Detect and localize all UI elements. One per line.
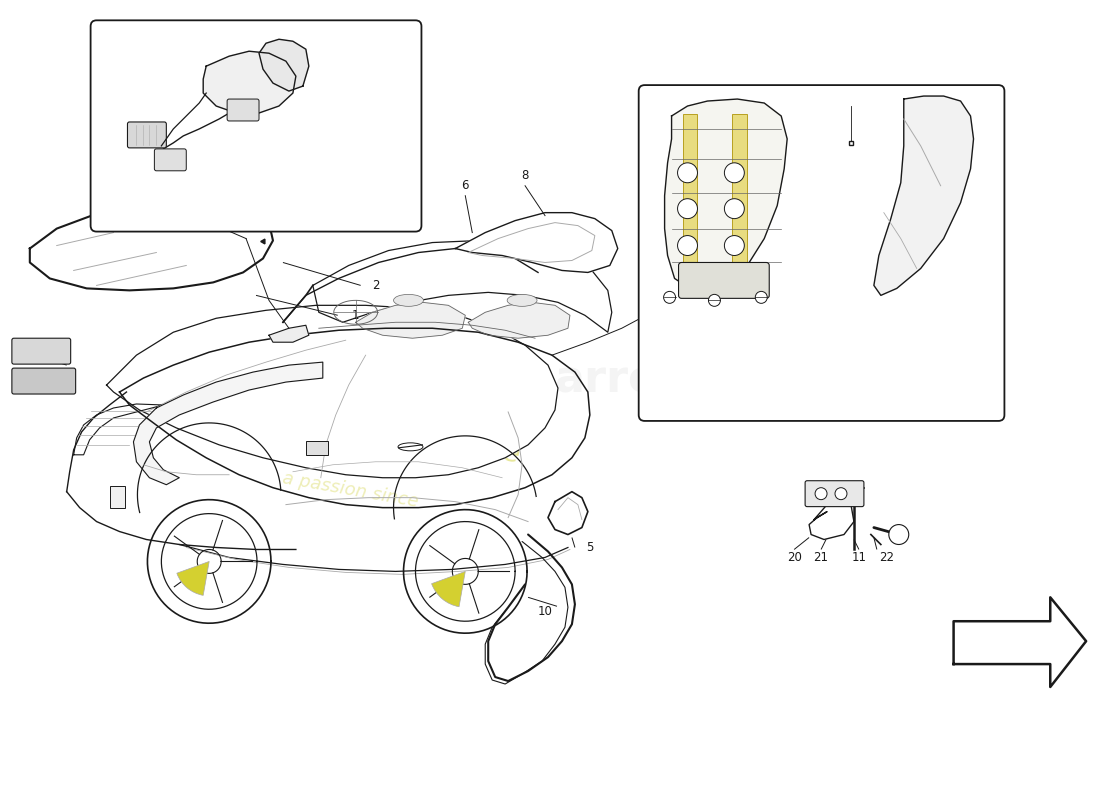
FancyBboxPatch shape [90, 20, 421, 231]
Text: 6: 6 [462, 179, 469, 192]
FancyBboxPatch shape [12, 338, 70, 364]
Polygon shape [548, 492, 587, 534]
Text: 5: 5 [586, 541, 594, 554]
Circle shape [835, 488, 847, 500]
Text: 1: 1 [352, 309, 360, 322]
Text: 7: 7 [202, 45, 210, 58]
Bar [306, 441, 328, 455]
Wedge shape [177, 562, 209, 595]
Text: 8: 8 [521, 170, 529, 182]
Polygon shape [954, 598, 1086, 687]
FancyBboxPatch shape [805, 481, 864, 506]
Polygon shape [469, 302, 570, 338]
Text: 13: 13 [786, 102, 802, 115]
Text: 21: 21 [814, 551, 828, 564]
Text: 9: 9 [980, 102, 987, 115]
Text: a passion since: a passion since [319, 401, 522, 469]
Polygon shape [30, 198, 273, 290]
Polygon shape [355, 302, 465, 338]
Bar [682, 114, 697, 278]
Polygon shape [204, 51, 296, 113]
Wedge shape [431, 571, 465, 606]
Circle shape [725, 198, 745, 218]
Polygon shape [133, 362, 322, 485]
Circle shape [815, 488, 827, 500]
Text: 12: 12 [338, 117, 353, 130]
Ellipse shape [507, 294, 537, 306]
Polygon shape [312, 241, 612, 332]
Text: 2: 2 [372, 279, 379, 292]
Text: 16: 16 [780, 389, 794, 402]
Circle shape [889, 525, 909, 545]
Text: 19: 19 [664, 282, 679, 295]
Circle shape [756, 291, 767, 303]
FancyBboxPatch shape [12, 368, 76, 394]
Text: 10: 10 [538, 605, 552, 618]
Polygon shape [270, 326, 309, 342]
Text: 15: 15 [834, 389, 848, 402]
Text: 3: 3 [32, 352, 40, 365]
FancyBboxPatch shape [128, 122, 166, 148]
Circle shape [725, 163, 745, 182]
Circle shape [678, 198, 697, 218]
Text: 11: 11 [851, 551, 867, 564]
Text: 15: 15 [710, 389, 725, 402]
FancyBboxPatch shape [227, 99, 258, 121]
Bar [110, 486, 125, 508]
Circle shape [678, 235, 697, 255]
Polygon shape [455, 213, 618, 273]
Circle shape [678, 163, 697, 182]
FancyBboxPatch shape [154, 149, 186, 170]
FancyBboxPatch shape [639, 85, 1004, 421]
Text: 22: 22 [879, 551, 894, 564]
Text: arres: arres [554, 358, 685, 402]
Polygon shape [873, 96, 974, 295]
Polygon shape [107, 306, 558, 478]
Circle shape [708, 294, 720, 306]
Text: 20: 20 [786, 551, 802, 564]
Ellipse shape [394, 294, 424, 306]
FancyBboxPatch shape [679, 262, 769, 298]
Text: 18: 18 [674, 389, 689, 402]
Text: 24: 24 [146, 117, 161, 130]
Bar [733, 114, 747, 278]
Text: 17: 17 [727, 102, 741, 115]
Text: arres: arres [265, 322, 437, 378]
Circle shape [663, 291, 675, 303]
Polygon shape [258, 39, 309, 91]
Polygon shape [810, 498, 854, 539]
Text: a passion since: a passion since [282, 469, 420, 510]
Polygon shape [664, 99, 788, 290]
Text: 4: 4 [32, 375, 40, 389]
Circle shape [725, 235, 745, 255]
Text: 23: 23 [854, 102, 868, 115]
Text: 14: 14 [979, 342, 994, 354]
